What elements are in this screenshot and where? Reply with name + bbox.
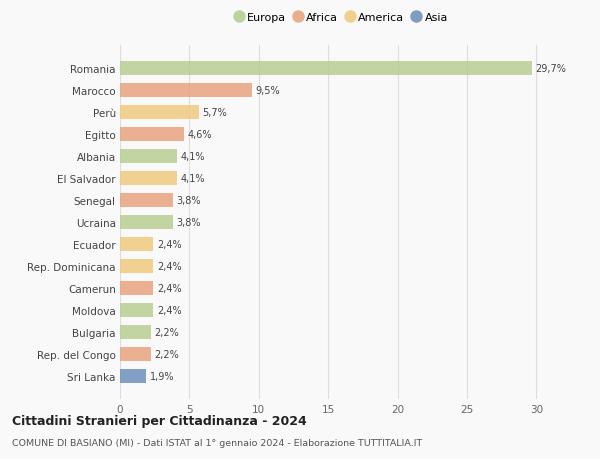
Text: 4,6%: 4,6% (187, 130, 212, 140)
Text: 4,1%: 4,1% (181, 174, 205, 184)
Bar (120, 84, 252, 98)
Text: 2,4%: 2,4% (157, 240, 181, 250)
Text: 2,4%: 2,4% (157, 284, 181, 294)
Text: 2,4%: 2,4% (157, 306, 181, 315)
Text: 2,4%: 2,4% (157, 262, 181, 272)
Text: 3,8%: 3,8% (176, 196, 200, 206)
Bar (120, 128, 184, 141)
Bar (120, 150, 177, 163)
Text: 3,8%: 3,8% (176, 218, 200, 228)
Text: 1,9%: 1,9% (150, 371, 175, 381)
Bar (120, 260, 154, 274)
Text: COMUNE DI BASIANO (MI) - Dati ISTAT al 1° gennaio 2024 - Elaborazione TUTTITALIA: COMUNE DI BASIANO (MI) - Dati ISTAT al 1… (12, 438, 422, 447)
Legend: Europa, Africa, America, Asia: Europa, Africa, America, Asia (233, 9, 451, 27)
Text: 2,2%: 2,2% (154, 328, 179, 337)
Bar (120, 369, 146, 383)
Bar (120, 216, 173, 230)
Text: 9,5%: 9,5% (255, 86, 280, 96)
Bar (120, 172, 177, 185)
Text: 29,7%: 29,7% (536, 64, 566, 74)
Text: 2,2%: 2,2% (154, 349, 179, 359)
Text: 4,1%: 4,1% (181, 151, 205, 162)
Bar (120, 304, 154, 317)
Bar (120, 347, 151, 361)
Bar (120, 106, 199, 119)
Text: Cittadini Stranieri per Cittadinanza - 2024: Cittadini Stranieri per Cittadinanza - 2… (12, 414, 307, 428)
Text: 5,7%: 5,7% (203, 108, 227, 118)
Bar (120, 238, 154, 252)
Bar (120, 62, 532, 76)
Bar (120, 326, 151, 339)
Bar (120, 194, 173, 207)
Bar (120, 282, 154, 295)
